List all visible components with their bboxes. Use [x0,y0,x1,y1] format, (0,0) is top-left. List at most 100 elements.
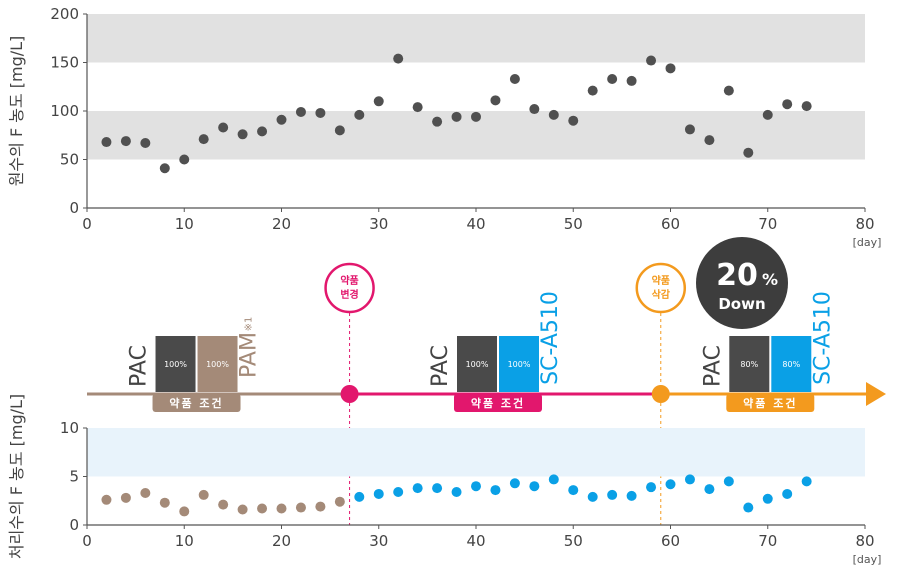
data-point [568,485,579,496]
event-callout-line1: 약품 [652,274,670,287]
condition-label-text: 약품 조건 [743,396,797,410]
data-point [471,111,481,122]
data-point [723,85,734,96]
data-point [373,96,384,107]
data-point [101,137,112,148]
data-point [548,109,559,120]
condition-pac-label: PAC [428,345,453,387]
condition-box-chemical-value: 80% [782,360,800,369]
data-point [140,138,151,149]
y-tick-label: 150 [50,54,79,72]
data-point [295,502,306,513]
condition-box-pac [155,336,196,392]
data-point [159,497,170,508]
data-point [257,126,268,137]
data-point [762,109,773,120]
data-point [218,499,229,510]
condition-box-pac [457,336,497,392]
data-point [412,102,423,113]
data-point [529,481,540,492]
y-axis-label: 처리수의 F 농도 [mg/L] [7,394,26,559]
data-point [120,492,131,503]
data-point [509,73,520,84]
data-point [723,476,734,487]
data-point [432,116,443,127]
data-point [179,506,190,517]
x-tick-label: 20 [272,215,291,233]
condition-box-chemical [771,336,812,392]
data-point [393,487,404,498]
data-point [490,485,501,496]
data-point [646,482,657,493]
data-point [120,136,131,147]
condition-box-chemical [499,336,539,392]
data-point [801,476,812,487]
x-tick-label: 50 [564,215,583,233]
x-tick-label: 0 [82,532,92,550]
data-point [587,85,598,96]
y-tick-label: 5 [69,468,79,486]
data-point [471,481,481,492]
y-tick-label: 100 [50,102,79,120]
data-point [237,129,248,140]
event-callout-circle [324,262,375,314]
data-point [646,55,657,66]
data-point [782,99,793,110]
data-point [373,488,384,499]
condition-label-pill [454,394,542,412]
x-tick-label: 0 [82,215,92,233]
data-point [665,479,676,490]
y-tick-label: 10 [60,419,79,437]
event-callout-circle [635,262,687,314]
condition-box-chemical-value: 100% [206,360,229,369]
x-tick-label: 40 [466,215,485,233]
data-point [626,75,637,86]
x-tick-label: 20 [272,532,291,550]
condition-label-pill [152,394,241,412]
data-point [743,147,754,158]
data-point [315,501,326,512]
data-point [179,154,190,165]
data-point [276,114,287,125]
data-point [451,487,462,498]
data-point [548,474,559,485]
data-point [257,503,268,514]
data-point [451,111,462,122]
condition-label-pill [726,394,815,412]
treated-water-fluoride-chart: 0 10 20 30 40 50 60 70 80 [day] 0 5 10 처리수의 F 농도 [mg/… [7,394,881,566]
data-point [704,484,715,495]
data-point [295,106,306,117]
condition-label-text: 약품 조건 [471,396,525,410]
raw-water-fluoride-chart: 0 10 20 30 40 50 60 70 80 [day] 0 50 100 150 200 원수의 F … [7,5,881,249]
data-point [684,474,695,485]
x-tick-label: 50 [564,532,583,550]
data-point [334,125,345,136]
data-point [432,483,443,494]
data-point [782,488,793,499]
condition-label-text: 약품 조건 [169,396,223,410]
x-tick-label: 60 [661,532,680,550]
condition-box-pac-value: 100% [164,360,187,369]
data-point [276,503,287,514]
data-point [684,124,695,135]
data-point [490,95,501,106]
data-point [665,63,676,74]
event-callout-line2: 변경 [340,288,358,301]
data-point [762,493,773,504]
data-point [587,491,598,502]
data-point [218,122,229,133]
data-point [607,489,618,500]
data-point [509,478,520,489]
data-point [568,115,579,126]
data-point [607,73,618,84]
band-0 [87,428,865,477]
data-point [101,494,112,505]
event-callout-line2: 삭감 [652,288,671,301]
y-tick-label: 200 [50,5,79,23]
reduction-badge-label: Down [718,295,765,313]
x-tick-label: 10 [175,532,194,550]
data-point [412,483,423,494]
condition-box-chemical [197,336,238,392]
condition-box-pac [729,336,770,392]
y-tick-label: 50 [60,151,79,169]
